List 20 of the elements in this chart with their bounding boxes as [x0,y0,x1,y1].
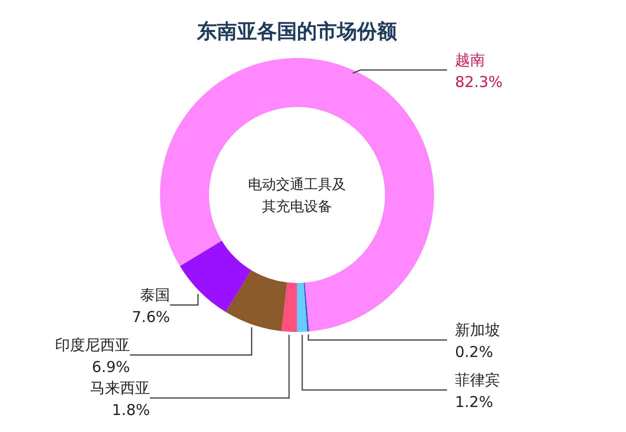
text: 其充电设备 [262,199,332,215]
slice-label: 泰国 [140,286,170,304]
text: 电动交通工具及 [248,177,346,193]
chart-title: 东南亚各国的市场份额 [196,19,398,43]
slice-label: 马来西亚 [90,379,150,397]
slice-label: 新加坡 [455,321,500,339]
data-label: 0.2% [455,343,494,361]
data-label: 7.6% [132,308,170,326]
donut-slice [296,282,308,332]
data-label: 1.2% [455,393,494,411]
slice-label: 越南 [455,51,485,69]
donut-slice [281,282,297,332]
donut-slice [304,282,309,332]
data-label: 1.8% [112,401,150,419]
slice-label: 印度尼西亚 [55,336,130,354]
data-label: 82.3% [455,73,503,91]
data-label: 6.9% [92,358,130,376]
donut-slice [180,240,252,312]
slice-label: 菲律宾 [455,371,500,389]
donut-slice [226,270,288,332]
